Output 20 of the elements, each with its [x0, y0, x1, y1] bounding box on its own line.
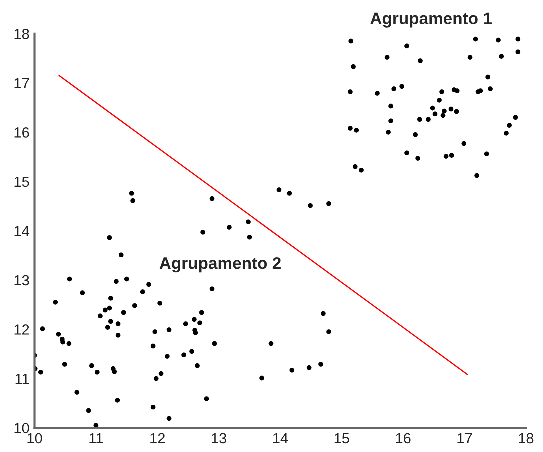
y-tick-label: 15 [14, 176, 30, 188]
x-tick-label: 12 [150, 433, 165, 444]
x-tick-label: 13 [212, 433, 227, 444]
x-tick-label: 16 [396, 433, 411, 444]
annotation: Agrupamento 2 [160, 257, 281, 273]
x-tick-label: 17 [458, 433, 472, 444]
y-tick-label: 14 [14, 226, 30, 236]
text: Agrupamento 1 [370, 12, 492, 28]
y-tick-label: 17 [14, 78, 30, 88]
x-tick-label: 11 [90, 433, 104, 444]
y-tick-label: 10 [14, 423, 30, 434]
y-tick-label: 11 [16, 374, 30, 384]
y-tick-label: 13 [14, 275, 30, 286]
x-tick-label: 15 [334, 433, 350, 444]
y-tick-label: 18 [14, 29, 30, 40]
y-tick-label: 16 [14, 128, 30, 138]
x-tick-label: 10 [28, 433, 42, 444]
x-tick-label: 18 [519, 433, 534, 444]
x-tick-label: 14 [273, 433, 288, 444]
y-tick-label: 12 [14, 324, 30, 335]
